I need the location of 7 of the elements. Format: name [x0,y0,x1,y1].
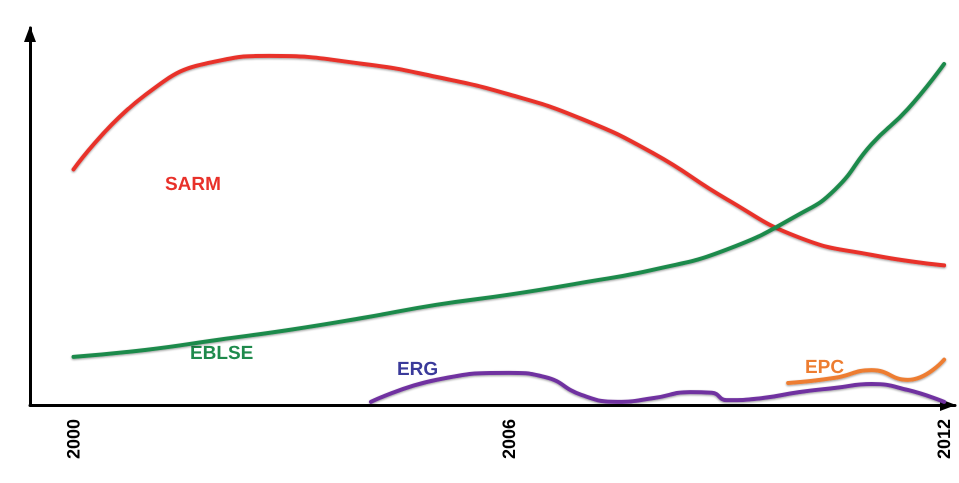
x-tick-label: 2012 [934,419,954,460]
x-tick-label: 2000 [64,419,84,460]
series-label: EBLSE [190,343,254,364]
series-label: EPC [805,357,844,378]
series-label: ERG [397,359,438,380]
x-tick-label: 2006 [498,419,519,460]
text: SARM [165,174,221,195]
